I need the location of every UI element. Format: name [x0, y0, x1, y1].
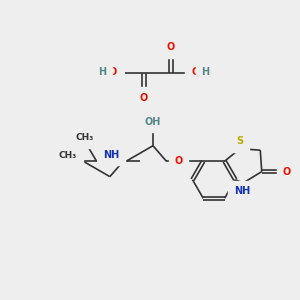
Text: S: S: [236, 136, 244, 146]
Text: O: O: [108, 67, 116, 77]
Text: NH: NH: [234, 186, 250, 196]
Text: OH: OH: [145, 117, 161, 127]
Text: O: O: [283, 167, 291, 177]
Text: NH: NH: [103, 150, 120, 160]
Text: H: H: [98, 67, 106, 77]
Text: CH₃: CH₃: [76, 133, 94, 142]
Text: O: O: [140, 93, 148, 103]
Text: H: H: [201, 67, 209, 77]
Text: O: O: [174, 156, 182, 166]
Text: O: O: [167, 43, 175, 52]
Text: CH₃: CH₃: [59, 151, 77, 160]
Text: O: O: [191, 67, 199, 77]
